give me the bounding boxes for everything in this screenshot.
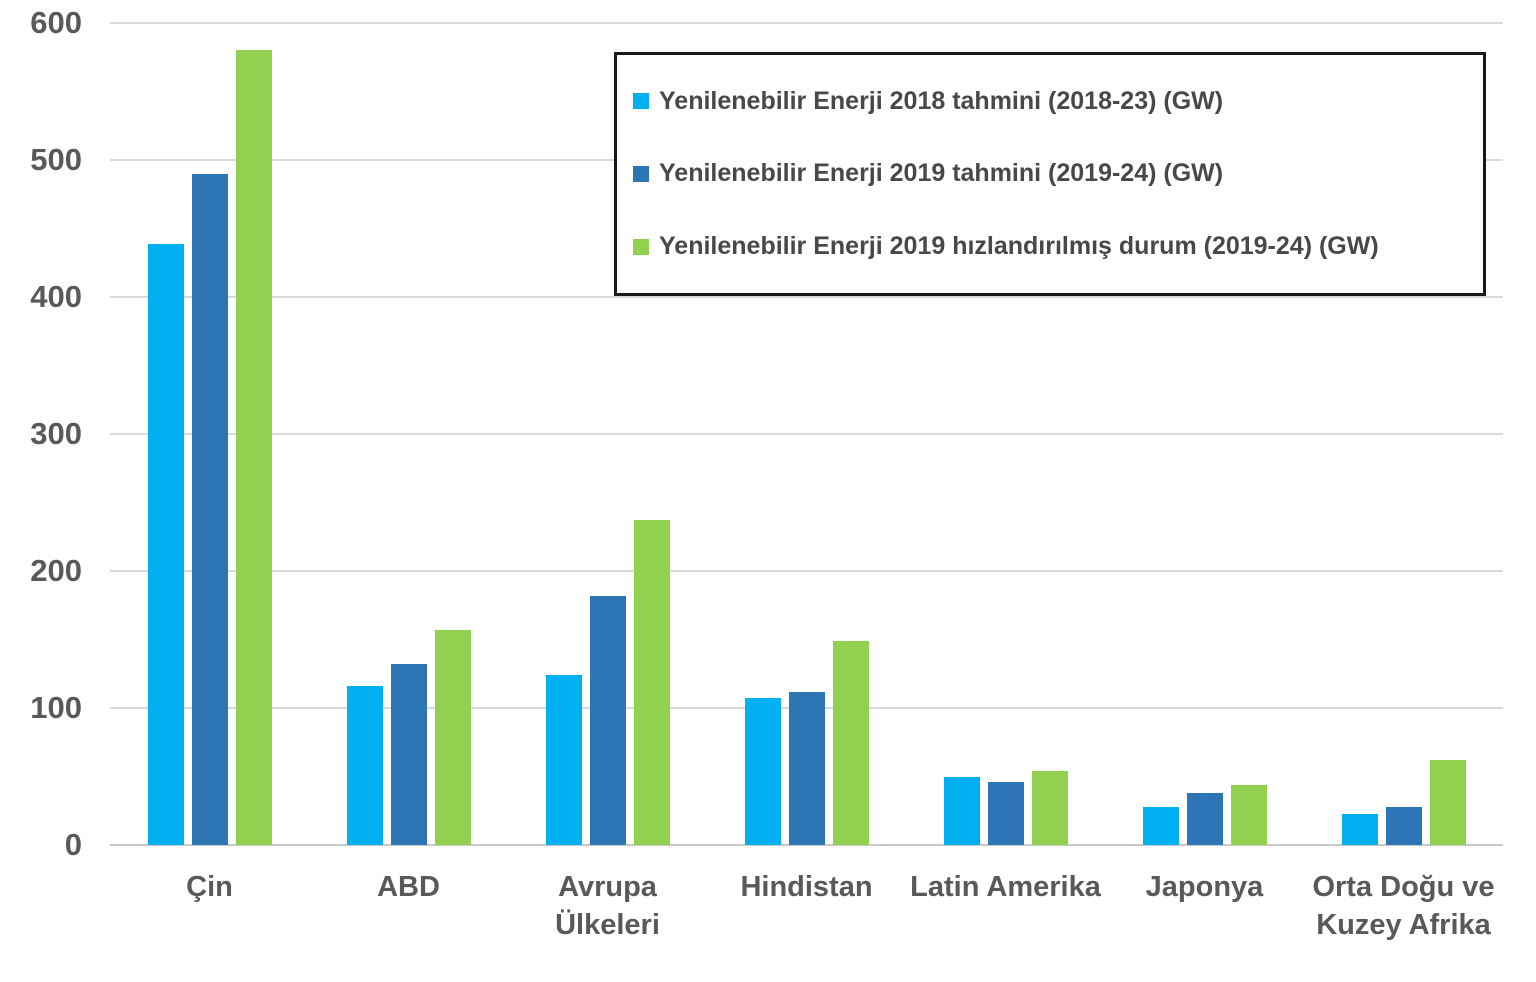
x-axis-label-1: Çin <box>186 871 233 903</box>
legend-label-series2: Yenilenebilir Enerji 2019 tahmini (2019-… <box>659 159 1224 188</box>
bar-series2-Orta Doğu ve Kuzey Afrika <box>1385 806 1422 845</box>
legend-item: Yenilenebilir Enerji 2019 tahmini (2019-… <box>633 159 1477 188</box>
bar-series3-Hindistan <box>832 640 869 845</box>
bar-series1-Avrupa Ülkeleri <box>545 675 582 845</box>
y-tick-label-100: 100 <box>30 690 82 725</box>
legend: Yenilenebilir Enerji 2018 tahmini (2018-… <box>614 52 1486 296</box>
bar-series3-Orta Doğu ve Kuzey Afrika <box>1429 760 1466 845</box>
gridline-0 <box>110 844 1503 846</box>
plot-area: Çin ABD Avrupa Ülkeleri Hindistan Latin Amer… <box>110 22 1503 941</box>
legend-label-series1: Yenilenebilir Enerji 2018 tahmini (2018-… <box>659 86 1224 115</box>
gridline-400 <box>110 295 1503 298</box>
bar-series1-Latin Amerika <box>943 776 980 845</box>
bar-group-1: Çin <box>110 23 309 903</box>
legend-swatch-series2 <box>633 165 649 182</box>
bar-series1-Orta Doğu ve Kuzey Afrika <box>1341 813 1378 845</box>
bar-group-3: Avrupa Ülkeleri <box>508 23 707 941</box>
bar-group-6: Japonya <box>1105 23 1304 903</box>
y-tick-label-500: 500 <box>30 141 82 177</box>
bar-series1-Japonya <box>1142 806 1179 845</box>
y-tick-label-300: 300 <box>30 416 82 451</box>
bar-series1-Hindistan <box>744 698 781 845</box>
gridline-300 <box>110 433 1503 435</box>
legend-item: Yenilenebilir Enerji 2019 hızlandırılmış… <box>633 232 1477 261</box>
x-axis-label-4: Hindistan <box>740 871 873 903</box>
bar-series2-Hindistan <box>788 691 825 845</box>
bar-group-7: Orta Doğu ve Kuzey Afrika <box>1304 23 1503 941</box>
y-tick-label-0: 0 <box>64 827 82 862</box>
bar-series1-ABD <box>346 686 383 845</box>
legend-swatch-series1 <box>633 93 649 110</box>
bar-series3-ABD <box>434 629 471 845</box>
bar-series2-Japonya <box>1186 792 1223 845</box>
x-axis-label-5: Latin Amerika <box>910 871 1101 903</box>
legend-swatch-series3 <box>633 238 649 255</box>
bar-series2-Avrupa Ülkeleri <box>589 595 626 845</box>
x-axis-label-2: ABD <box>377 871 440 903</box>
bar-series1-Çin <box>147 243 184 845</box>
bar-series3-Avrupa Ülkeleri <box>633 520 670 845</box>
y-tick-label-200: 200 <box>30 552 82 588</box>
bar-groups: Çin ABD Avrupa Ülkeleri Hindistan Latin Amer… <box>110 23 1503 941</box>
x-axis-label-3: Avrupa Ülkeleri <box>555 871 660 941</box>
bar-group-4: Hindistan <box>707 23 906 903</box>
gridline-200 <box>110 569 1503 572</box>
x-axis-label-7: Orta Doğu ve Kuzey Afrika <box>1312 871 1495 941</box>
x-axis-label-6: Japonya <box>1145 871 1264 903</box>
bar-series3-Çin <box>235 50 272 845</box>
bar-group-5: Latin Amerika <box>906 23 1105 903</box>
bar-series2-ABD <box>390 664 427 845</box>
bar-series2-Latin Amerika <box>987 781 1024 845</box>
legend-label-series3: Yenilenebilir Enerji 2019 hızlandırılmış… <box>659 232 1379 261</box>
bar-series2-Çin <box>191 173 228 845</box>
y-tick-label-400: 400 <box>30 278 82 314</box>
gridline-600 <box>110 22 1503 24</box>
bar-group-2: ABD <box>309 23 508 903</box>
bar-series3-Latin Amerika <box>1031 771 1068 845</box>
legend-item: Yenilenebilir Enerji 2018 tahmini (2018-… <box>633 87 1477 116</box>
bar-series3-Japonya <box>1230 784 1267 845</box>
y-axis: 0 100 200 300 400 500 600 <box>0 5 82 862</box>
y-tick-label-600: 600 <box>30 5 82 40</box>
